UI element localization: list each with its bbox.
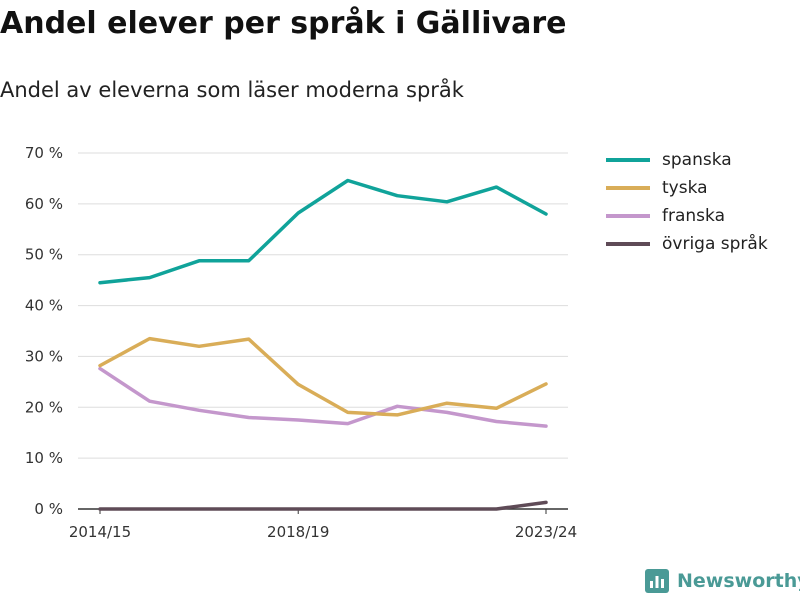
y-tick-label: 20 % bbox=[25, 398, 63, 416]
legend-label: franska bbox=[662, 206, 725, 226]
legend-swatch bbox=[606, 214, 650, 218]
legend-label: tyska bbox=[662, 178, 708, 198]
series-line-tyska bbox=[98, 336, 548, 417]
series-line-spanska bbox=[98, 178, 548, 285]
legend-label: övriga språk bbox=[662, 234, 768, 254]
legend-item[interactable]: tyska bbox=[606, 174, 768, 202]
newsworthy-logo-icon bbox=[645, 569, 669, 593]
gridlines bbox=[78, 152, 568, 459]
legend: spanska tyska franska övriga språk bbox=[606, 146, 768, 258]
y-tick-label: 10 % bbox=[25, 449, 63, 467]
legend-item[interactable]: franska bbox=[606, 202, 768, 230]
axes: 0 % 10 % 20 % 30 % 40 % 50 % 60 % 70 % 2014/15 20… bbox=[25, 144, 577, 541]
legend-swatch bbox=[606, 242, 650, 246]
series-lines bbox=[98, 178, 548, 511]
series-line-övriga-språk bbox=[98, 500, 548, 511]
y-tick-label: 0 % bbox=[34, 500, 63, 518]
legend-item[interactable]: övriga språk bbox=[606, 230, 768, 258]
y-tick-label: 60 % bbox=[25, 195, 63, 213]
chart-title: Andel elever per språk i Gällivare bbox=[0, 6, 567, 41]
y-tick-label: 40 % bbox=[25, 297, 63, 315]
legend-item[interactable]: spanska bbox=[606, 146, 768, 174]
series-line-franska bbox=[98, 366, 548, 428]
y-tick-label: 30 % bbox=[25, 347, 63, 365]
chart-subtitle: Andel av eleverna som läser moderna språ… bbox=[0, 78, 464, 102]
y-tick-label: 50 % bbox=[25, 246, 63, 264]
x-tick-label: 2018/19 bbox=[267, 523, 329, 541]
x-tick-label: 2023/24 bbox=[515, 523, 577, 541]
y-tick-label: 70 % bbox=[25, 144, 63, 162]
legend-swatch bbox=[606, 186, 650, 190]
x-tick-label: 2014/15 bbox=[69, 523, 131, 541]
brand-name: Newsworthy bbox=[677, 570, 800, 592]
brand-logo: Newsworthy bbox=[645, 569, 800, 593]
legend-label: spanska bbox=[662, 150, 732, 170]
legend-swatch bbox=[606, 158, 650, 162]
